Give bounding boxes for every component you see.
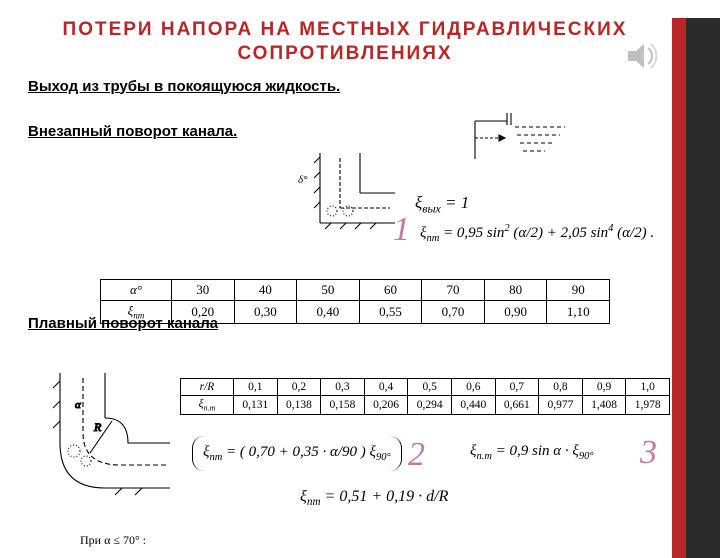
formula-exit: ξвых = 1 <box>415 193 469 216</box>
heading-exit: Выход из трубы в покоящуюся жидкость. <box>28 78 720 95</box>
table-sudden-turn: α° 30 40 50 60 70 80 90 ξпт 0,20 0,30 0,… <box>100 279 610 324</box>
table-row: ξпт 0,20 0,30 0,40 0,55 0,70 0,90 1,10 <box>101 301 610 324</box>
formula-smooth-1: ξпт = ( 0,70 + 0,35 · α/90 ) ξ90° <box>192 436 402 471</box>
sketch-pipe-exit <box>465 113 575 168</box>
accent-bar-dark <box>686 18 720 558</box>
sketch-sudden-elbow: δ° <box>270 153 400 273</box>
formula-sudden: ξпт = 0,95 sin2 (α/2) + 2,05 sin4 (α/2) … <box>420 223 654 244</box>
formula-smooth-2: ξп.т = 0,9 sin α · ξ90° <box>470 443 594 462</box>
handwritten-2: 2 <box>408 436 425 474</box>
audio-icon <box>624 38 660 74</box>
table-row: r/R 0,10,2 0,30,4 0,50,6 0,70,8 0,91,0 <box>181 379 670 396</box>
table-row: α° 30 40 50 60 70 80 90 <box>101 280 610 301</box>
handwritten-3: 3 <box>640 434 657 472</box>
cell-header: r/R <box>181 379 234 396</box>
formula-smooth-3: ξпт = 0,51 + 0,19 · d/R <box>300 488 448 508</box>
svg-text:α: α <box>75 399 81 411</box>
cell-header: ξпт <box>101 301 172 324</box>
page-title: ПОТЕРИ НАПОРА НА МЕСТНЫХ ГИДРАВЛИЧЕСКИХ … <box>30 18 660 66</box>
title-line1: ПОТЕРИ НАПОРА НА МЕСТНЫХ ГИДРАВЛИЧЕСКИХ <box>63 19 628 40</box>
title-line2: СОПРОТИВЛЕНИЯХ <box>237 43 452 64</box>
sketch-smooth-bend: R α <box>20 373 170 528</box>
table-row: ξп.т 0,1310,138 0,1580,206 0,2940,440 0,… <box>181 396 670 415</box>
table-smooth-turn: r/R 0,10,2 0,30,4 0,50,6 0,70,8 0,91,0 ξ… <box>180 378 670 415</box>
heading-sudden-turn: Внезапный поворот канала. <box>28 123 720 140</box>
svg-text:R: R <box>93 420 102 434</box>
cell-header: ξп.т <box>181 396 234 415</box>
note-alpha: При α ≤ 70° : <box>80 533 146 548</box>
cell-header: α° <box>101 280 172 301</box>
svg-text:δ°: δ° <box>298 174 308 186</box>
handwritten-1: 1 <box>393 211 410 249</box>
